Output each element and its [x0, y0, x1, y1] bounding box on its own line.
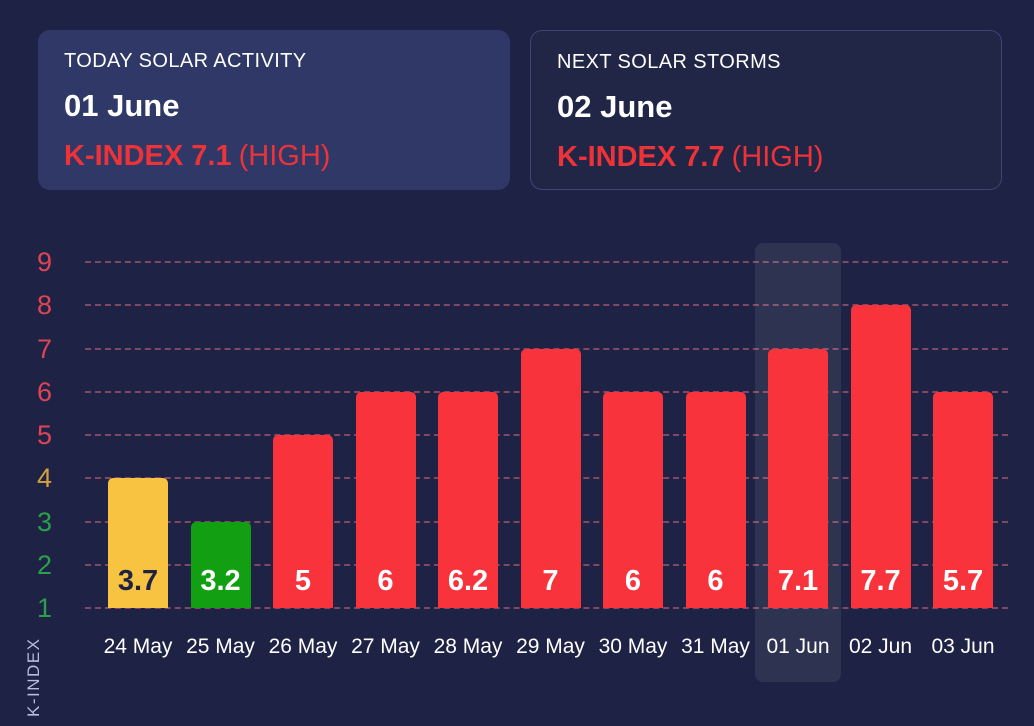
today-kindex-level: (HIGH) — [238, 140, 331, 172]
y-axis-title: K-INDEX — [24, 637, 43, 717]
bar-31-may — [685, 391, 746, 608]
y-axis-tick-4: 4 — [36, 463, 52, 494]
bar-30-may — [603, 391, 663, 608]
x-axis-label-29-may: 29 May — [516, 635, 585, 658]
gridline-9 — [85, 261, 1008, 263]
bar-value-27-may: 6 — [377, 565, 394, 597]
bar-value-29-may: 7 — [542, 565, 559, 597]
bar-28-may — [438, 391, 498, 608]
y-axis-tick-2: 2 — [36, 549, 52, 580]
next-card-kindex: K-INDEX 7.7 (HIGH) — [557, 141, 975, 174]
bar-03-jun — [933, 391, 993, 608]
bar-value-03-jun: 5.7 — [942, 565, 984, 597]
bar-value-30-may: 6 — [624, 565, 642, 597]
x-axis-label-02-jun: 02 Jun — [848, 635, 913, 658]
x-axis-label-25-may: 25 May — [186, 635, 255, 658]
bar-25-may — [190, 521, 251, 608]
y-axis-tick-9: 9 — [36, 247, 52, 277]
x-axis-label-24-may: 24 May — [103, 635, 173, 658]
gridline-1 — [85, 607, 1008, 609]
y-axis-tick-6: 6 — [36, 376, 52, 407]
bar-01-jun — [768, 348, 828, 608]
y-axis-tick-8: 8 — [36, 290, 52, 321]
next-kindex-level: (HIGH) — [731, 141, 824, 173]
next-card-date: 02 June — [557, 89, 673, 124]
bar-value-01-jun: 7.1 — [777, 565, 819, 597]
bar-value-25-may: 3.2 — [200, 565, 241, 597]
x-axis-label-27-may: 27 May — [351, 635, 420, 658]
bar-29-may — [520, 348, 581, 608]
x-axis-label-03-jun: 03 Jun — [931, 635, 995, 658]
today-card-kindex: K-INDEX 7.1 (HIGH) — [64, 140, 484, 173]
y-axis-tick-3: 3 — [36, 506, 52, 537]
next-solar-storms-card: NEXT SOLAR STORMS 02 June K-INDEX 7.7 (HI… — [530, 30, 1002, 190]
bar-26-may — [273, 435, 333, 608]
next-card-title: NEXT SOLAR STORMS — [557, 51, 781, 73]
x-axis-label-26-may: 26 May — [268, 635, 338, 658]
x-axis-label-01-jun: 01 Jun — [766, 635, 830, 658]
y-axis-tick-5: 5 — [36, 420, 52, 450]
bar-value-24-may: 3.7 — [117, 565, 159, 597]
today-kindex-value: K-INDEX 7.1 — [64, 140, 232, 172]
next-kindex-value: K-INDEX 7.7 — [557, 141, 725, 173]
bar-02-jun — [850, 305, 911, 608]
x-axis-label-28-may: 28 May — [433, 635, 503, 658]
bar-value-28-may: 6.2 — [447, 565, 489, 597]
x-axis-label-30-may: 30 May — [598, 635, 668, 658]
today-solar-activity-card: TODAY SOLAR ACTIVITY 01 June K-INDEX 7.1… — [38, 30, 510, 190]
y-axis-tick-1: 1 — [36, 593, 52, 623]
bar-27-may — [355, 391, 416, 608]
gridline-8 — [85, 304, 1008, 307]
bar-value-02-jun: 7.7 — [860, 565, 901, 597]
bar-value-31-may: 6 — [707, 565, 724, 597]
today-card-title: TODAY SOLAR ACTIVITY — [64, 50, 307, 72]
bar-24-may — [108, 478, 168, 608]
today-card-date: 01 June — [64, 88, 180, 123]
x-axis-label-31-may: 31 May — [681, 635, 750, 658]
bar-value-26-may: 5 — [294, 565, 312, 597]
y-axis-tick-7: 7 — [36, 333, 52, 364]
